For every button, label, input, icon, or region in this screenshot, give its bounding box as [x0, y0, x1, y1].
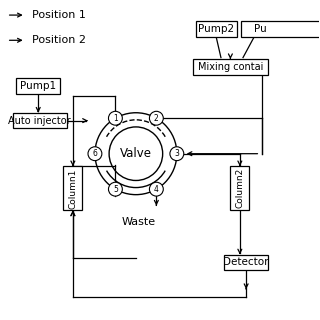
Bar [16, 78, 60, 94]
Text: Pump1: Pump1 [20, 81, 56, 91]
Text: 4: 4 [154, 185, 159, 194]
Bar [63, 166, 82, 211]
Text: Mixing contai: Mixing contai [198, 62, 263, 72]
Text: 3: 3 [174, 149, 179, 158]
Text: Column1: Column1 [68, 168, 77, 209]
Circle shape [170, 147, 184, 161]
Text: 6: 6 [92, 149, 97, 158]
Circle shape [88, 147, 102, 161]
Text: 1: 1 [113, 114, 118, 123]
Text: Detector: Detector [223, 257, 269, 268]
Text: Pu: Pu [254, 24, 267, 34]
Circle shape [149, 182, 163, 196]
Text: 2: 2 [154, 114, 159, 123]
Text: Waste: Waste [122, 217, 156, 227]
Bar [196, 21, 237, 37]
Bar [193, 59, 268, 75]
Bar [13, 113, 67, 129]
Text: Pump2: Pump2 [198, 24, 234, 34]
Circle shape [108, 111, 122, 125]
Bar [241, 21, 320, 37]
Circle shape [149, 111, 163, 125]
Text: Column2: Column2 [235, 168, 244, 208]
Text: Auto injector: Auto injector [9, 116, 71, 126]
Bar [224, 254, 268, 270]
Text: Position 1: Position 1 [32, 10, 86, 20]
Text: Valve: Valve [120, 147, 152, 160]
Circle shape [108, 182, 122, 196]
Text: Position 2: Position 2 [32, 35, 86, 45]
Bar [230, 166, 249, 211]
Text: 5: 5 [113, 185, 118, 194]
